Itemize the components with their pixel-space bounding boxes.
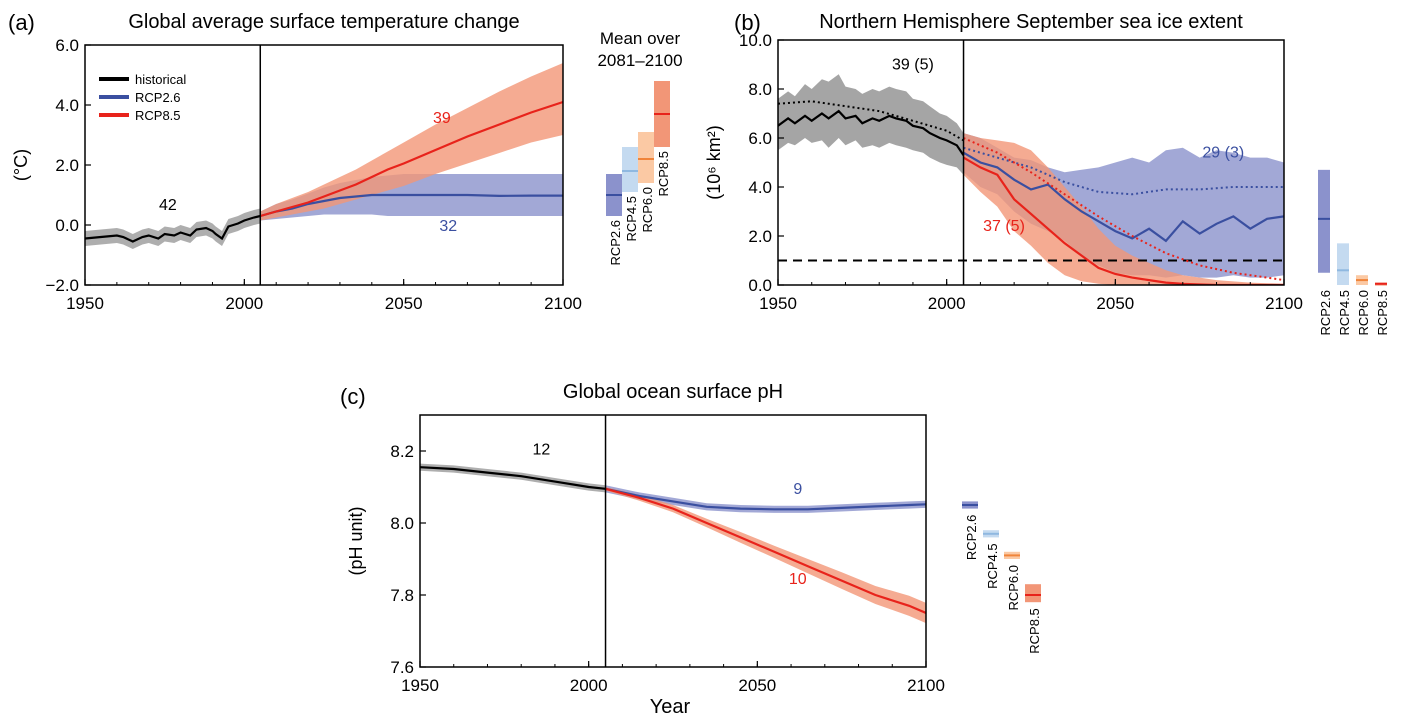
y-tick-label: 4.0	[748, 178, 772, 197]
x-tick-label: 2050	[738, 676, 776, 695]
y-axis-label: (10⁶ km²)	[704, 125, 724, 199]
series-line-rcp2.6	[260, 193, 563, 218]
x-tick-label: 1950	[401, 676, 439, 695]
band-historical	[778, 74, 964, 175]
x-tick-label: 2000	[928, 294, 966, 313]
panel-label: (b)	[734, 10, 761, 35]
series-line-historical	[85, 214, 261, 243]
series-line-rcp2.6-obs	[963, 146, 1284, 196]
plot-area	[85, 63, 563, 249]
band-rcp8.5	[963, 133, 1284, 285]
annotation-label: 10	[789, 571, 807, 588]
panel-label: (c)	[340, 384, 366, 409]
annotation-label: 37 (5)	[983, 218, 1025, 235]
series-line-rcp2.6	[962, 151, 1284, 243]
legend-label: RCP2.6	[135, 90, 181, 105]
summary-header: 2081–2100	[597, 51, 682, 70]
summary-label: RCP8.5	[656, 151, 671, 197]
summary-label: RCP4.5	[1337, 290, 1352, 336]
summary-label: RCP6.0	[1006, 565, 1021, 611]
y-tick-label: 0.0	[748, 276, 772, 295]
x-tick-label: 2100	[544, 294, 582, 313]
y-tick-label: −2.0	[45, 276, 79, 295]
x-tick-label: 2000	[570, 676, 608, 695]
y-tick-label: 6.0	[748, 129, 772, 148]
panel-title: Global average surface temperature chang…	[128, 11, 519, 33]
x-tick-label: 2000	[225, 294, 263, 313]
summary-label: RCP4.5	[985, 543, 1000, 589]
annotation-label: 32	[439, 218, 457, 235]
y-tick-label: 2.0	[748, 227, 772, 246]
plot-frame	[419, 414, 927, 668]
y-tick-label: 2.0	[55, 156, 79, 175]
summary-label: RCP4.5	[624, 196, 639, 242]
legend-label: RCP8.5	[135, 108, 181, 123]
panel-title: Global ocean surface pH	[563, 381, 783, 403]
summary-label: RCP2.6	[964, 515, 979, 561]
x-tick-label: 2050	[385, 294, 423, 313]
series-line-rcp8.5-obs	[963, 137, 1284, 282]
series-line-historical	[420, 466, 606, 490]
x-axis-label: Year	[650, 696, 691, 717]
panel-title: Northern Hemisphere September sea ice ex…	[819, 11, 1243, 33]
series-line-rcp8.5	[260, 100, 563, 218]
band-rcp8.5	[260, 63, 563, 221]
annotation-label: 12	[533, 442, 551, 459]
series-line-rcp8.5	[605, 487, 926, 615]
summary-label: RCP8.5	[1375, 290, 1390, 336]
summary-label: RCP6.0	[1356, 290, 1371, 336]
x-tick-label: 2100	[1265, 294, 1303, 313]
y-tick-label: 7.6	[390, 658, 414, 677]
summary-bar-rcp4.5	[622, 147, 638, 192]
y-tick-label: 0.0	[55, 216, 79, 235]
panel-b-sea-ice: (b) Northern Hemisphere September sea ice…	[704, 10, 1390, 336]
summary-label: RCP2.6	[608, 220, 623, 266]
plot-area	[778, 74, 1284, 285]
series-line-historical-obs	[778, 100, 965, 142]
plot-area	[420, 463, 926, 624]
summary-label: RCP6.0	[640, 187, 655, 233]
series-line-historical	[778, 109, 965, 156]
summary-header: Mean over	[600, 29, 681, 48]
summary-bar-rcp4.5	[1337, 243, 1349, 285]
annotation-label: 39	[433, 110, 451, 127]
x-tick-label: 1950	[759, 294, 797, 313]
panel-c-ph: (c) Global ocean surface pH 1950 2000 2050 21…	[340, 381, 1042, 717]
summary-bar-rcp8.5	[1025, 584, 1041, 603]
y-tick-label: 6.0	[55, 36, 79, 55]
y-tick-label: 8.2	[390, 442, 414, 461]
plot-frame	[777, 39, 1285, 286]
x-tick-label: 1950	[66, 294, 104, 313]
band-historical	[85, 208, 261, 249]
y-tick-label: 10.0	[739, 31, 772, 50]
legend-label: historical	[135, 72, 186, 87]
band-rcp2.6	[605, 485, 926, 513]
annotation-label: 42	[159, 197, 177, 214]
x-tick-label: 2100	[907, 676, 945, 695]
annotation-label: 9	[793, 481, 802, 498]
summary-bar-rcp6.0	[638, 132, 654, 183]
y-tick-label: 8.0	[748, 80, 772, 99]
panel-label: (a)	[8, 10, 35, 35]
panel-a-temperature: (a) Global average surface temperature ch…	[8, 10, 683, 313]
y-tick-label: 7.8	[390, 586, 414, 605]
summary-label: RCP8.5	[1027, 608, 1042, 654]
annotation-label: 39 (5)	[892, 56, 934, 73]
y-axis-label: (°C)	[11, 149, 31, 181]
annotation-label: 29 (3)	[1202, 145, 1244, 162]
y-axis-label: (pH unit)	[346, 506, 366, 575]
series-line-rcp2.6	[605, 487, 926, 511]
summary-label: RCP2.6	[1318, 290, 1333, 336]
x-tick-label: 2050	[1096, 294, 1134, 313]
summary-bar-rcp2.6	[1318, 169, 1330, 273]
y-tick-label: 8.0	[390, 514, 414, 533]
band-rcp8.5	[605, 487, 926, 624]
y-tick-label: 4.0	[55, 96, 79, 115]
